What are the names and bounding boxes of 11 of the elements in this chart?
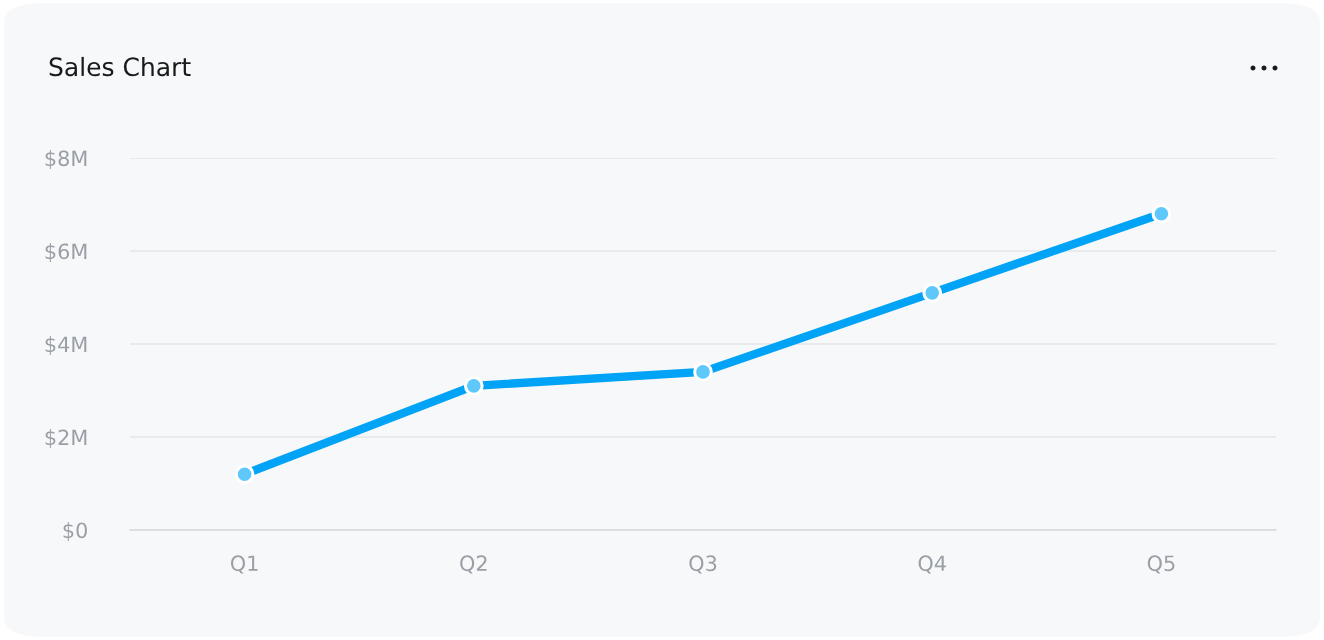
y-tick-label: $0 — [63, 522, 87, 541]
x-tick-label: Q1 — [230, 555, 258, 574]
x-tick-label: Q4 — [918, 555, 946, 574]
chart-title: Sales Chart — [49, 56, 191, 77]
y-tick-label: $6M — [45, 243, 87, 262]
y-tick-label: $8M — [45, 150, 87, 169]
y-tick-label: $2M — [45, 429, 87, 448]
y-tick-label: $4M — [45, 336, 87, 355]
x-tick-label: Q2 — [460, 555, 487, 574]
x-tick-label: Q5 — [1147, 555, 1175, 574]
x-tick-label: Q3 — [689, 555, 717, 574]
